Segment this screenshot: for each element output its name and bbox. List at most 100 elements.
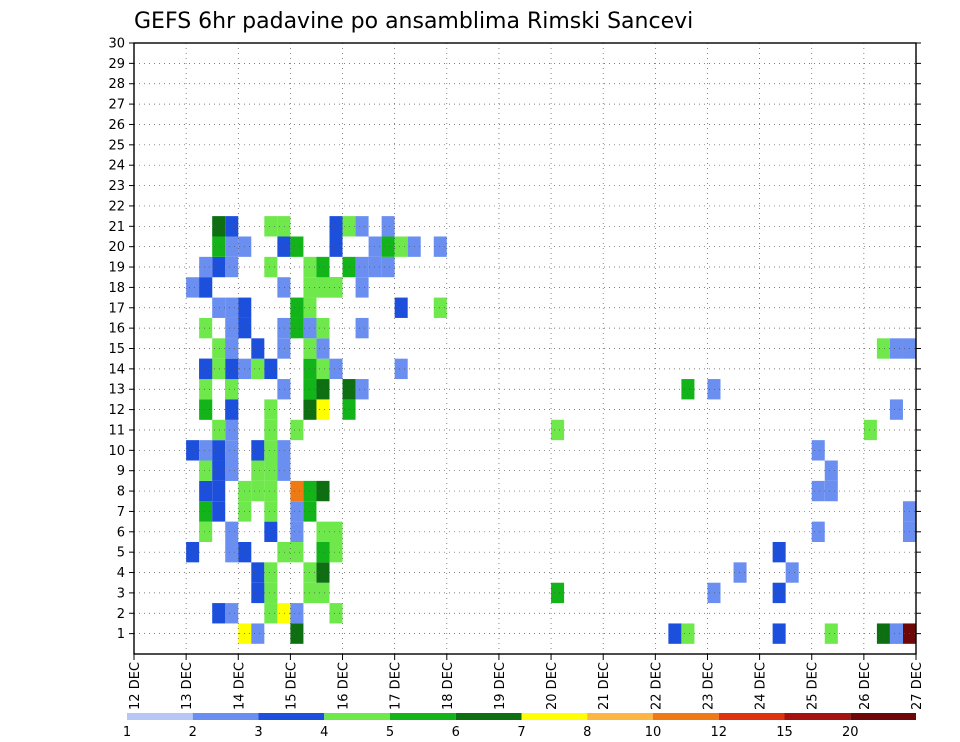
- heatmap-cell: [876, 338, 890, 359]
- heatmap-cell: [225, 440, 239, 461]
- color-legend: 1 2 3 4 5 6 7 8 10 12 15 20: [123, 713, 916, 740]
- y-tick-label: 15: [108, 342, 125, 357]
- heatmap-cell: [355, 317, 369, 339]
- y-tick-label: 18: [108, 281, 125, 296]
- legend-swatch: [455, 713, 522, 720]
- heatmap-cell: [316, 317, 330, 339]
- legend-swatch: [850, 713, 916, 720]
- heatmap-cell: [225, 541, 239, 563]
- heatmap-cell: [199, 256, 213, 278]
- heatmap-cell: [264, 521, 278, 542]
- y-tick-label: 27: [108, 98, 125, 113]
- legend-label: 10: [645, 725, 662, 740]
- x-tick-label: 27 DEC: [910, 662, 925, 710]
- heatmap-cell: [368, 256, 382, 278]
- legend-label: 1: [123, 725, 131, 740]
- y-tick-label: 29: [108, 57, 125, 72]
- heatmap-cell: [316, 399, 330, 420]
- y-tick-label: 28: [108, 77, 125, 92]
- heatmap-cell: [264, 419, 278, 441]
- y-tick-label: 22: [108, 199, 125, 214]
- heatmap-cell: [212, 297, 226, 318]
- heatmap-cell: [824, 623, 838, 644]
- heatmap-cell: [225, 460, 239, 481]
- heatmap-cell: [316, 521, 330, 542]
- legend-swatch: [521, 713, 588, 720]
- y-tick-label: 6: [117, 525, 125, 540]
- heatmap-cell: [212, 236, 226, 257]
- heatmap-cell: [212, 338, 226, 359]
- heatmap-cell: [199, 460, 213, 481]
- heatmap-cell: [264, 440, 278, 461]
- heatmap-cell: [251, 440, 265, 461]
- heatmap-cell: [707, 582, 721, 604]
- heatmap-cell: [316, 480, 330, 502]
- heatmap-cell: [316, 541, 330, 563]
- y-tick-label: 9: [117, 464, 125, 479]
- legend-swatch: [258, 713, 325, 720]
- heatmap-cell: [316, 358, 330, 380]
- chart-title: GEFS 6hr padavine po ansamblima Rimski S…: [134, 9, 693, 34]
- x-tick-label: 18 DEC: [441, 662, 456, 710]
- legend-swatch: [390, 713, 456, 720]
- heatmap-cell: [329, 358, 343, 380]
- x-tick-label: 21 DEC: [597, 662, 612, 710]
- legend-label: 20: [842, 725, 859, 740]
- x-tick-label: 23 DEC: [701, 662, 716, 710]
- heatmap-cell: [355, 216, 369, 237]
- y-tick-label: 24: [108, 159, 125, 174]
- y-tick-label: 3: [117, 586, 125, 601]
- x-axis-ticks: 12 DEC 13 DEC 14 DEC 15 DEC 16 DEC 17 DEC 18 D…: [128, 654, 925, 710]
- heatmap-cell: [225, 256, 239, 278]
- x-tick-label: 26 DEC: [858, 662, 873, 710]
- heatmap-cell: [889, 399, 903, 420]
- heatmap-cell: [225, 419, 239, 441]
- y-tick-label: 4: [117, 566, 125, 581]
- heatmap-cell: [212, 501, 226, 522]
- heatmap-cell: [824, 480, 838, 502]
- heatmap-cell: [264, 460, 278, 481]
- heatmap-cell: [316, 379, 330, 400]
- legend-label: 4: [320, 725, 328, 740]
- heatmap-cell: [251, 562, 265, 583]
- heatmap-cell: [316, 582, 330, 604]
- heatmap-cell: [186, 440, 200, 461]
- heatmap-cell: [212, 419, 226, 441]
- heatmap-cell: [199, 358, 213, 380]
- heatmap-cell: [264, 216, 278, 237]
- legend-swatch: [192, 713, 259, 720]
- heatmap-cell: [186, 277, 200, 298]
- heatmap-cell: [277, 236, 291, 257]
- x-tick-label: 22 DEC: [649, 662, 664, 710]
- legend-swatch: [324, 713, 390, 720]
- heatmap-cell: [277, 460, 291, 481]
- y-tick-label: 30: [108, 37, 125, 52]
- heatmap-cell: [264, 358, 278, 380]
- heatmap-cell: [225, 338, 239, 359]
- heatmap-cell: [290, 317, 304, 339]
- heatmap-cell: [199, 317, 213, 339]
- heatmap-cell: [681, 623, 695, 644]
- heatmap-cell: [381, 236, 395, 257]
- heatmap-cell: [225, 317, 239, 339]
- heatmap-cell: [290, 297, 304, 318]
- heatmap-cell: [225, 358, 239, 380]
- heatmap-cell: [368, 236, 382, 257]
- heatmap-cell: [277, 317, 291, 339]
- heatmap-cell: [824, 460, 838, 481]
- heatmap-cell: [681, 379, 695, 400]
- heatmap-cell: [290, 236, 304, 257]
- x-tick-label: 12 DEC: [128, 662, 143, 710]
- y-tick-label: 26: [108, 118, 125, 133]
- heatmap-cell: [225, 399, 239, 420]
- heatmap-cell: [381, 256, 395, 278]
- heatmap-cell: [290, 541, 304, 563]
- legend-swatch: [127, 713, 193, 720]
- heatmap-cell: [707, 379, 721, 400]
- heatmap-cell: [264, 480, 278, 502]
- legend-swatch: [653, 713, 719, 720]
- heatmap-cell: [316, 562, 330, 583]
- x-tick-label: 16 DEC: [337, 662, 352, 710]
- heatmap-cell: [199, 379, 213, 400]
